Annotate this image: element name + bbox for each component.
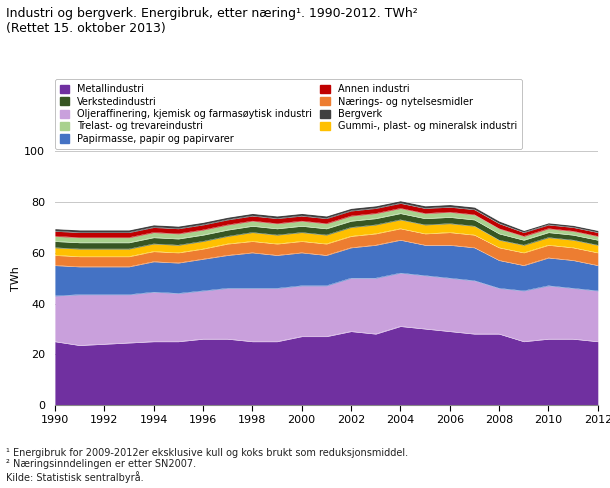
Text: ¹ Energibruk for 2009-2012er eksklusive kull og koks brukt som reduksjonsmiddel.: ¹ Energibruk for 2009-2012er eksklusive …: [6, 447, 408, 483]
Text: Industri og bergverk. Energibruk, etter næring¹. 1990-2012. TWh²: Industri og bergverk. Energibruk, etter …: [6, 7, 418, 20]
Y-axis label: TWh: TWh: [12, 266, 21, 290]
Legend: Metallindustri, Verkstedindustri, Oljeraffinering, kjemisk og farmasøytisk indus: Metallindustri, Verkstedindustri, Oljera…: [55, 79, 522, 149]
Text: (Rettet 15. oktober 2013): (Rettet 15. oktober 2013): [6, 22, 166, 35]
